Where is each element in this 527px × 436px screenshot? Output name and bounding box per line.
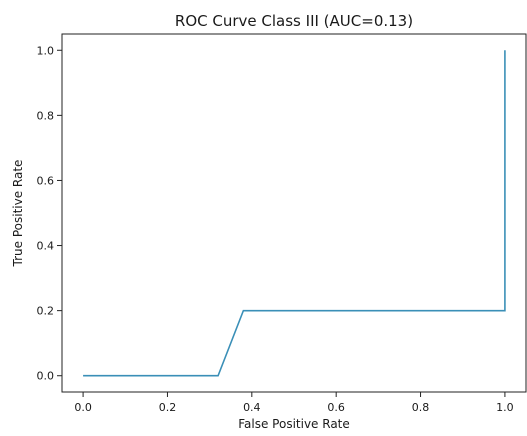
y-axis-label: True Positive Rate xyxy=(11,160,25,268)
x-tick-label: 0.6 xyxy=(327,401,345,414)
x-tick-label: 0.4 xyxy=(243,401,261,414)
chart-title: ROC Curve Class III (AUC=0.13) xyxy=(175,12,413,30)
y-tick-label: 1.0 xyxy=(37,44,55,57)
x-tick-label: 0.0 xyxy=(74,401,92,414)
y-tick-label: 0.8 xyxy=(37,109,55,122)
x-axis-label: False Positive Rate xyxy=(238,417,350,431)
roc-curve-line xyxy=(83,50,506,377)
y-tick-label: 0.0 xyxy=(37,370,55,383)
plot-frame xyxy=(61,33,527,393)
x-tick-label: 1.0 xyxy=(496,401,514,414)
y-tick-label: 0.2 xyxy=(37,305,55,318)
y-tick-label: 0.4 xyxy=(37,240,55,253)
x-tick-label: 0.8 xyxy=(412,401,430,414)
x-tick-label: 0.2 xyxy=(159,401,177,414)
y-tick-label: 0.6 xyxy=(37,174,55,187)
plot-area xyxy=(83,50,506,377)
